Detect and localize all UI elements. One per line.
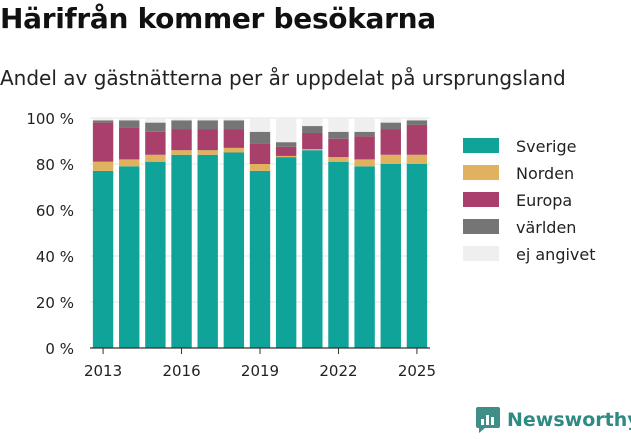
bar-segment	[275, 146, 297, 156]
bar-segment	[223, 118, 245, 121]
bar-segment	[328, 138, 349, 158]
bar-segment	[380, 129, 401, 155]
bar-segment	[249, 170, 271, 348]
bar-segment	[302, 126, 323, 133]
bar-segment	[328, 157, 349, 162]
bar-segment	[171, 154, 192, 348]
legend-swatch	[463, 192, 499, 207]
bar-segment	[354, 118, 375, 132]
bar-segment	[145, 118, 166, 123]
legend-swatch	[463, 219, 499, 234]
bar-segment	[275, 155, 297, 158]
legend-label: Norden	[516, 164, 574, 183]
bar-segment	[171, 120, 192, 130]
legend-label: Sverige	[516, 137, 577, 156]
bar-segment	[197, 129, 218, 151]
legend-label: Europa	[516, 191, 572, 210]
bar-segment	[302, 132, 323, 150]
y-tick-label: 0 %	[45, 340, 74, 358]
bar-segment	[249, 164, 271, 171]
bar-segment	[92, 161, 114, 171]
x-tick-label: 2025	[398, 362, 436, 380]
brand-logo: Newsworthy	[475, 406, 631, 434]
chart-subtitle: Andel av gästnätterna per år uppdelat på…	[0, 66, 566, 90]
bar-segment	[275, 142, 297, 147]
bar-segment	[380, 164, 401, 348]
bar-segment	[328, 131, 349, 139]
bar-segment	[171, 150, 192, 155]
bar-segment	[406, 120, 428, 125]
bar-segment	[119, 127, 140, 160]
y-tick-label: 100 %	[26, 110, 74, 128]
bar-segment	[328, 161, 349, 348]
bar-segment	[197, 120, 218, 130]
bar-segment	[328, 118, 349, 132]
bar-segment	[145, 131, 166, 155]
y-tick-label: 60 %	[36, 202, 74, 220]
legend-swatch	[463, 246, 499, 261]
y-tick-label: 80 %	[36, 156, 74, 174]
bar-segment	[406, 154, 428, 164]
x-tick-label: 2019	[241, 362, 279, 380]
y-tick-label: 40 %	[36, 248, 74, 266]
bar-segment	[92, 120, 114, 123]
newsworthy-logo-icon	[476, 407, 500, 433]
bar-segment	[223, 152, 245, 348]
x-tick-label: 2016	[162, 362, 200, 380]
x-tick-label: 2022	[319, 362, 357, 380]
bar-segment	[171, 129, 192, 151]
bar-segment	[223, 120, 245, 130]
bar-segment	[119, 120, 140, 128]
bar-segment	[92, 118, 114, 121]
bar-segment	[302, 149, 323, 151]
bar-segment	[171, 118, 192, 121]
bar-segment	[197, 118, 218, 121]
bar-segment	[92, 170, 114, 348]
legend-swatch	[463, 138, 499, 153]
bar-segment	[354, 136, 375, 160]
bar-segment	[197, 154, 218, 348]
legend-label: världen	[516, 218, 576, 237]
bar-segment	[380, 122, 401, 130]
brand-name: Newsworthy	[507, 409, 631, 431]
bar-segment	[354, 166, 375, 348]
bar-segment	[380, 118, 401, 123]
bar-segment	[223, 147, 245, 153]
x-tick-label: 2013	[84, 362, 122, 380]
bar-segment	[249, 143, 271, 164]
bar-segment	[119, 118, 140, 121]
bar-segment	[275, 157, 297, 348]
bar-segment	[145, 154, 166, 162]
chart-title: Härifrån kommer besökarna	[0, 2, 436, 35]
legend-label: ej angivet	[516, 245, 596, 264]
bar-segment	[119, 159, 140, 167]
bar-segment	[249, 131, 271, 144]
bar-segment	[119, 166, 140, 348]
bar-segment	[302, 118, 323, 127]
bar-segment	[406, 124, 428, 155]
bar-segment	[145, 122, 166, 132]
bar-segment	[92, 122, 114, 162]
bar-segment	[354, 159, 375, 167]
bar-segment	[249, 118, 271, 132]
bar-segment	[302, 150, 323, 348]
bar-segment	[145, 161, 166, 348]
bar-segment	[406, 118, 428, 121]
bar-segment	[197, 150, 218, 155]
bar-segment	[380, 154, 401, 164]
legend-swatch	[463, 165, 499, 180]
bar-segment	[275, 118, 297, 143]
bar-segment	[223, 129, 245, 148]
y-tick-label: 20 %	[36, 294, 74, 312]
bar-segment	[406, 164, 428, 348]
bar-segment	[354, 131, 375, 137]
